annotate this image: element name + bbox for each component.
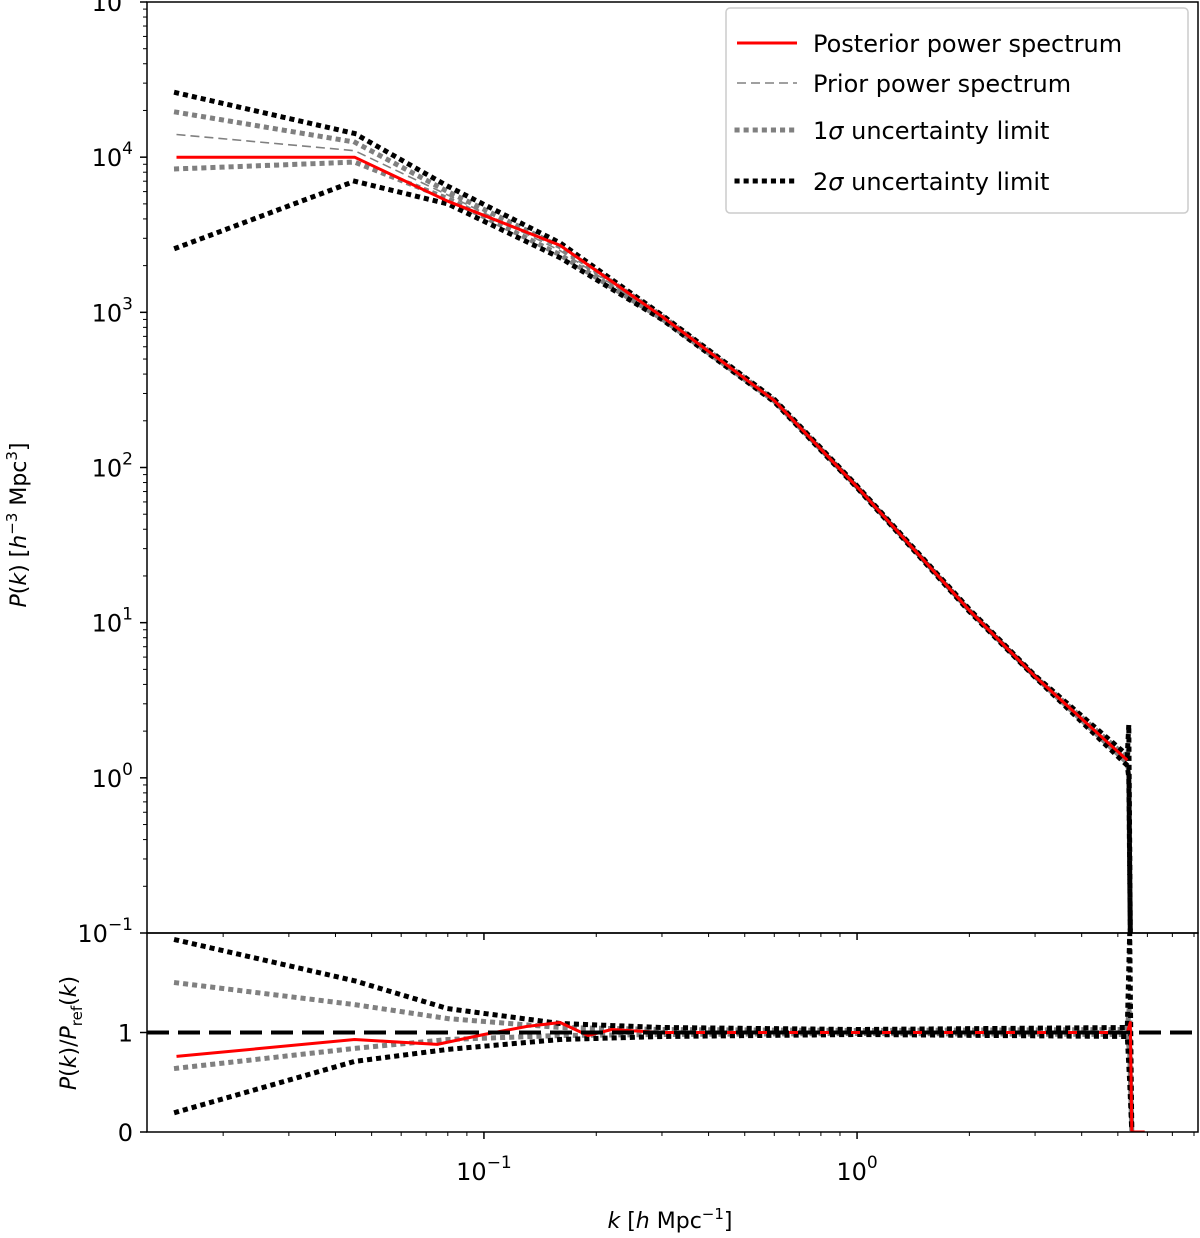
- legend-label: 2σ uncertainty limit: [813, 168, 1049, 196]
- bottom-y-axis-label: P(k)/Pref(k): [57, 976, 86, 1090]
- bottom-panel-series: [147, 933, 1198, 1132]
- bottom-y-tick-label: 1: [118, 1020, 133, 1048]
- legend: Posterior power spectrum Prior power spec…: [725, 7, 1189, 214]
- 2-upper-line: [173, 89, 1133, 933]
- 1-upper-line: [173, 109, 1133, 933]
- legend-box: [725, 7, 1189, 214]
- posterior-power-spectrum-line: [176, 155, 1129, 762]
- top-y-tick-label: 103: [92, 294, 133, 327]
- x-tick-label: 100: [836, 1153, 877, 1186]
- tick-marks: [140, 1, 1195, 1139]
- top-y-axis-label: P(k) [h−3 Mpc3]: [3, 442, 32, 607]
- prior-power-spectrum-line: [176, 133, 1128, 761]
- 1-lower-line: [173, 159, 1133, 933]
- 1-upper-ratio-line: [173, 980, 1135, 1132]
- top-y-tick-label: 10−1: [77, 915, 133, 948]
- legend-label: Prior power spectrum: [813, 70, 1071, 98]
- legend-label: Posterior power spectrum: [813, 30, 1122, 58]
- top-y-tick-label: 104: [92, 139, 133, 172]
- x-tick-label: 10−1: [456, 1153, 512, 1186]
- 2-lower-line: [173, 178, 1133, 933]
- 2-lower-ratio-line: [173, 1032, 1135, 1132]
- top-y-tick-label: 102: [92, 450, 133, 483]
- top-y-tick-label: 105: [92, 0, 133, 17]
- top-y-tick-label: 101: [92, 605, 133, 638]
- top-panel-series: [173, 89, 1133, 933]
- 1-lower-ratio-line: [173, 1031, 1135, 1132]
- legend-label: 1σ uncertainty limit: [813, 117, 1049, 145]
- top-y-tick-label: 100: [92, 760, 133, 793]
- x-axis-label: k [h Mpc−1]: [607, 1205, 732, 1234]
- tick-labels: 105 104 103 102 101 100 10−1 0 1 10−1 100: [77, 0, 877, 1186]
- posterior-ratio-line: [176, 1021, 1145, 1132]
- bottom-y-tick-label: 0: [118, 1119, 133, 1147]
